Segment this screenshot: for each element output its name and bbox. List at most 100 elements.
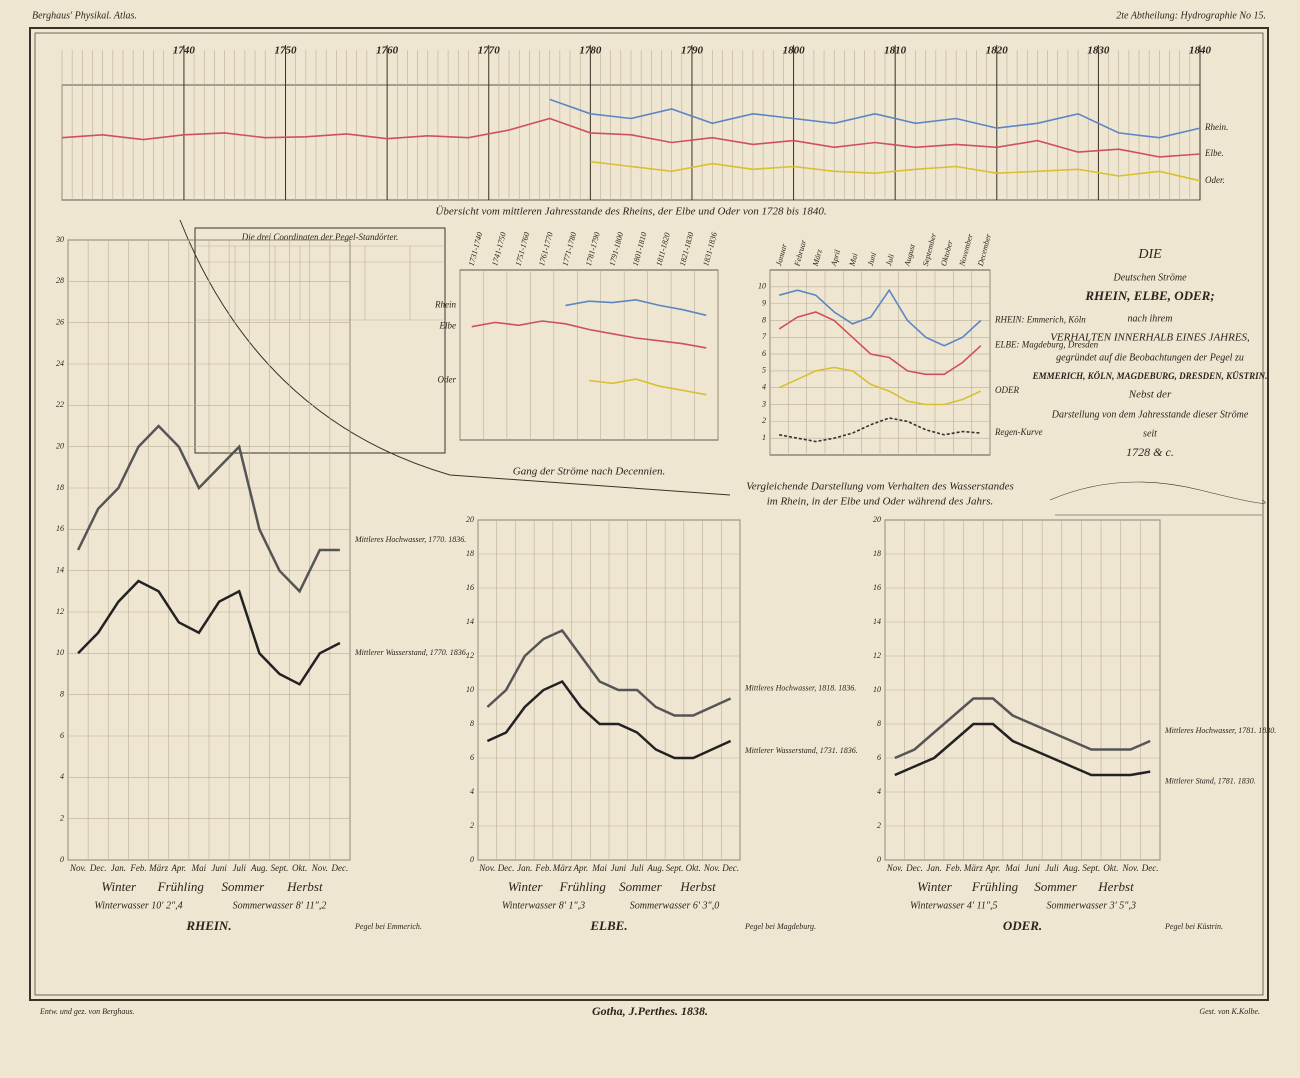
chart-title: Gang der Ströme nach Decennien.	[513, 466, 665, 478]
series-line	[486, 679, 732, 760]
y-tick-label: 28	[56, 276, 64, 285]
legend-label: ELBE: Magdeburg, Dresden	[994, 340, 1099, 350]
y-tick-label: 2	[60, 813, 64, 822]
x-tick-label: Jan.	[517, 863, 532, 873]
decor-curve	[179, 219, 731, 496]
water-note: Winterwasser 8′ 1″,3	[502, 900, 585, 911]
y-tick-label: 24	[56, 359, 64, 368]
x-tick-label: Juli	[232, 863, 246, 873]
legend-label: Mittleres Hochwasser, 1818. 1836.	[744, 683, 856, 692]
season-label: Herbst	[679, 879, 716, 894]
y-tick-label: 20	[466, 515, 474, 524]
x-tick-label: 1750	[275, 45, 298, 57]
x-tick-label: Mai	[847, 252, 859, 268]
x-tick-label: 1800	[783, 45, 806, 57]
series-line	[778, 288, 982, 347]
legend-label: Rhein.	[1204, 122, 1228, 132]
y-tick-label: 18	[873, 549, 881, 558]
chart-title: ELBE.	[589, 918, 627, 933]
y-tick-label: 9	[762, 298, 766, 307]
series-line	[61, 117, 1201, 158]
x-tick-label: 1820	[986, 45, 1009, 57]
y-tick-label: 16	[56, 524, 64, 533]
y-tick-label: 0	[60, 855, 64, 864]
season-label: Sommer	[619, 879, 663, 894]
water-note: Winterwasser 10′ 2″,4	[94, 900, 182, 911]
y-tick-label: 14	[466, 617, 474, 626]
series-line	[590, 160, 1201, 182]
x-tick-label: 1780	[579, 45, 602, 57]
gauge-label: Pegel bei Emmerich.	[354, 922, 422, 931]
y-tick-label: 10	[466, 685, 474, 694]
landscape-vignette	[1049, 481, 1266, 516]
season-label: Frühling	[559, 879, 607, 894]
y-tick-label: 2	[470, 821, 474, 830]
season-label: Sommer	[1034, 879, 1078, 894]
season-label: Frühling	[971, 879, 1019, 894]
gauge-label: Pegel bei Küstrin.	[1164, 922, 1223, 931]
y-tick-label: 18	[56, 483, 64, 492]
x-tick-label: Jan.	[111, 863, 126, 873]
y-tick-label: 6	[877, 753, 881, 762]
x-tick-label: März	[963, 863, 983, 873]
x-tick-label: Apr.	[573, 863, 589, 873]
x-tick-label: Feb.	[534, 863, 551, 873]
x-tick-label: Juni	[866, 251, 878, 267]
y-tick-label: 16	[466, 583, 474, 592]
title-line: seit	[1143, 428, 1157, 439]
title-line: Nebst der	[1128, 389, 1172, 401]
x-tick-label: Dec.	[89, 863, 107, 873]
legend-label: ODER	[995, 385, 1019, 395]
x-tick-label: Nov.	[478, 863, 495, 873]
y-tick-label: 12	[466, 651, 474, 660]
y-tick-label: 16	[873, 583, 881, 592]
legend-label: Elbe.	[1204, 148, 1224, 158]
legend-label: Mittlerer Wasserstand, 1770. 1836.	[354, 648, 468, 657]
y-tick-label: 7	[762, 332, 767, 341]
footer-center: Gotha, J.Perthes. 1838.	[592, 1004, 708, 1018]
x-tick-label: Mai	[1004, 863, 1020, 873]
title-line: DIE	[1137, 247, 1162, 262]
legend-label: Regen-Kurve	[994, 427, 1042, 437]
x-tick-label: Sept.	[271, 863, 289, 873]
title-block: DIE Deutschen Ströme RHEIN, ELBE, ODER; nac…	[1032, 247, 1268, 459]
x-tick-label: 1740	[173, 45, 196, 57]
y-tick-label: 6	[60, 731, 64, 740]
x-tick-label: Feb.	[945, 863, 962, 873]
y-tick-label: 8	[877, 719, 881, 728]
y-tick-label: 3	[761, 399, 766, 408]
season-label: Herbst	[286, 879, 323, 894]
legend-label: Mittleres Hochwasser, 1781. 1830.	[1164, 726, 1276, 735]
y-tick-label: 2	[762, 416, 766, 425]
series-line	[565, 298, 707, 317]
y-tick-label: 20	[56, 441, 64, 450]
chart-title: Übersicht vom mittleren Jahresstande des…	[435, 206, 826, 218]
y-tick-label: 26	[56, 317, 64, 326]
x-tick-label: März	[148, 863, 168, 873]
y-tick-label: 10	[758, 282, 766, 291]
x-tick-label: Aug.	[250, 863, 268, 873]
water-note: Sommerwasser 3′ 5″,3	[1047, 900, 1136, 911]
water-note: Winterwasser 4′ 11″,5	[910, 900, 998, 911]
y-tick-label: 2	[877, 821, 881, 830]
x-tick-label: Juni	[211, 863, 227, 873]
season-label: Winter	[508, 879, 544, 894]
x-tick-label: Juli	[630, 863, 644, 873]
legend-label: Rhein	[434, 299, 456, 309]
x-tick-label: Apr.	[170, 863, 186, 873]
y-tick-label: 1	[762, 433, 766, 442]
season-label: Sommer	[222, 879, 266, 894]
y-tick-label: 6	[470, 753, 474, 762]
x-tick-label: Jan.	[926, 863, 941, 873]
y-tick-label: 8	[762, 315, 766, 324]
series-line	[77, 579, 341, 686]
y-tick-label: 4	[470, 787, 474, 796]
legend-label: Mittleres Hochwasser, 1770. 1836.	[354, 535, 466, 544]
series-line	[486, 628, 732, 717]
y-tick-label: 30	[55, 235, 64, 244]
title-line: VERHALTEN INNERHALB EINES JAHRES,	[1050, 332, 1250, 344]
x-tick-label: Mai	[191, 863, 207, 873]
chart-title: im Rhein, in der Elbe und Oder während d…	[767, 496, 994, 508]
y-tick-label: 22	[56, 400, 64, 409]
title-line: RHEIN, ELBE, ODER;	[1084, 288, 1214, 303]
